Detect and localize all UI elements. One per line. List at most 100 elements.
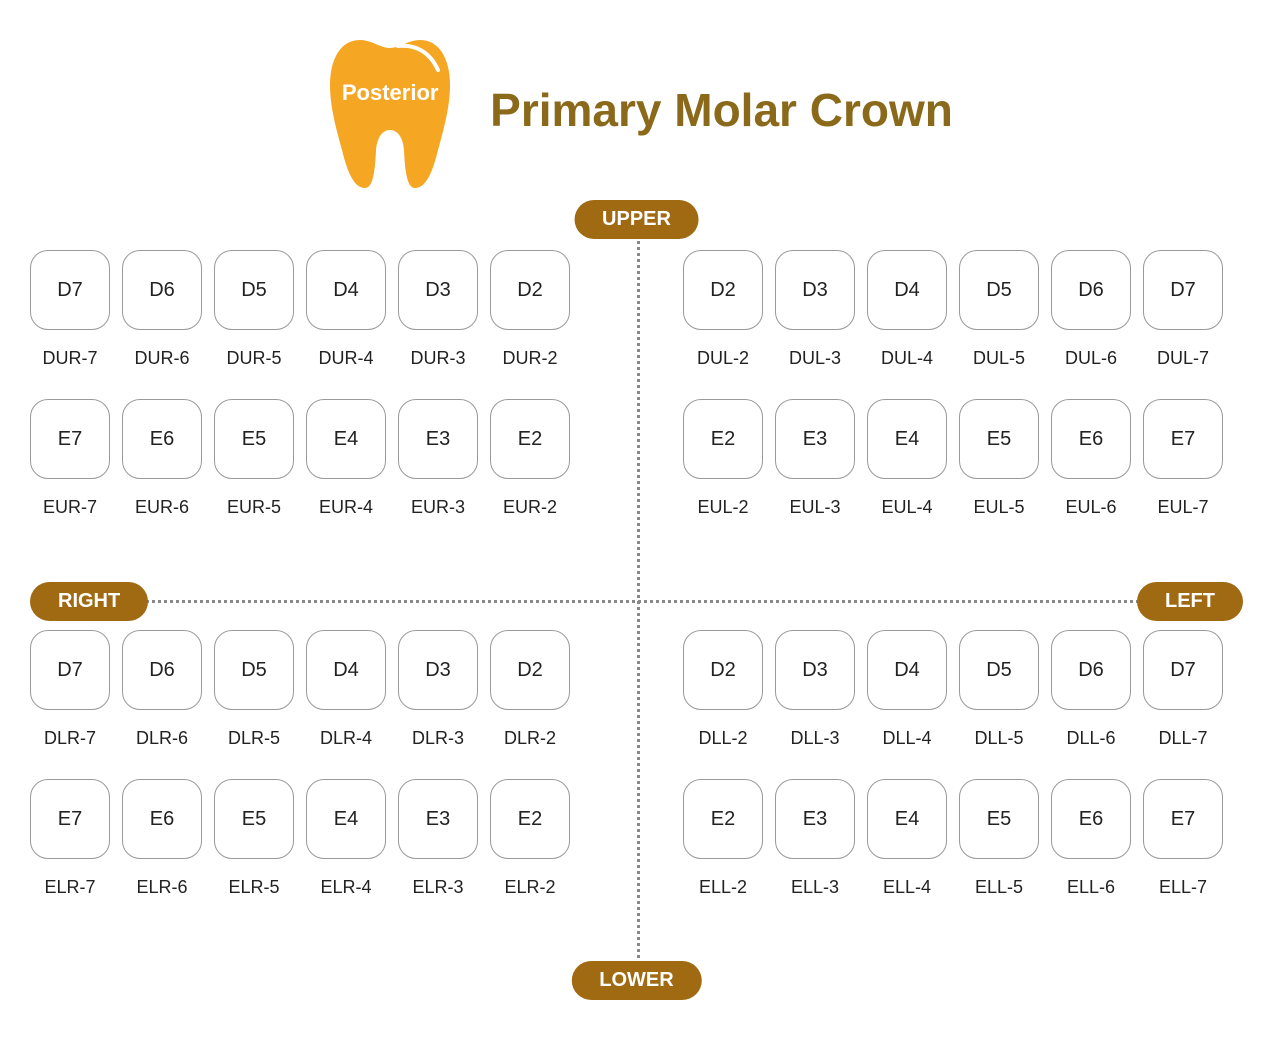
crown-box[interactable]: E2 (683, 399, 763, 479)
crown-box[interactable]: E6 (1051, 399, 1131, 479)
crown-code: ELR-7 (30, 877, 110, 898)
crown-code: ELR-2 (490, 877, 570, 898)
crown-code: DUR-6 (122, 348, 202, 369)
crown-code: EUL-4 (867, 497, 947, 518)
crown-box[interactable]: E5 (214, 779, 294, 859)
crown-code: ELL-4 (867, 877, 947, 898)
crown-box[interactable]: D4 (306, 250, 386, 330)
crown-row: E2E3E4E5E6E7 (683, 779, 1243, 859)
crown-box[interactable]: E4 (867, 399, 947, 479)
crown-code: EUL-7 (1143, 497, 1223, 518)
crown-box[interactable]: D5 (214, 630, 294, 710)
crown-box[interactable]: E5 (214, 399, 294, 479)
crown-code: EUR-2 (490, 497, 570, 518)
crown-box[interactable]: D3 (398, 630, 478, 710)
crown-code-row: EUR-7EUR-6EUR-5EUR-4EUR-3EUR-2 (30, 487, 590, 540)
quadrant-lower-left: D2D3D4D5D6D7DLL-2DLL-3DLL-4DLL-5DLL-6DLL… (683, 630, 1243, 928)
crown-box[interactable]: E7 (1143, 399, 1223, 479)
crown-box[interactable]: D6 (1051, 250, 1131, 330)
crown-box[interactable]: E3 (398, 779, 478, 859)
crown-box[interactable]: E2 (490, 779, 570, 859)
crown-code: ELR-3 (398, 877, 478, 898)
crown-box[interactable]: D3 (775, 250, 855, 330)
crown-box[interactable]: D5 (959, 630, 1039, 710)
crown-code: DLR-4 (306, 728, 386, 749)
crown-code: ELR-4 (306, 877, 386, 898)
crown-box[interactable]: D2 (683, 250, 763, 330)
crown-box[interactable]: E6 (1051, 779, 1131, 859)
crown-code: DLL-4 (867, 728, 947, 749)
crown-code: DUR-7 (30, 348, 110, 369)
crown-box[interactable]: D7 (1143, 250, 1223, 330)
crown-code: DLL-6 (1051, 728, 1131, 749)
quadrant-upper-right: D7D6D5D4D3D2DUR-7DUR-6DUR-5DUR-4DUR-3DUR… (30, 250, 590, 548)
crown-code: DUL-6 (1051, 348, 1131, 369)
crown-box[interactable]: D4 (867, 630, 947, 710)
tooth-badge-label: Posterior (342, 80, 439, 106)
crown-code: DLL-7 (1143, 728, 1223, 749)
crown-code: EUL-3 (775, 497, 855, 518)
crown-box[interactable]: D7 (30, 630, 110, 710)
crown-box[interactable]: D2 (683, 630, 763, 710)
crown-box[interactable]: E4 (867, 779, 947, 859)
crown-box[interactable]: E3 (775, 399, 855, 479)
crown-box[interactable]: D3 (775, 630, 855, 710)
crown-box[interactable]: E6 (122, 779, 202, 859)
crown-box[interactable]: E7 (30, 779, 110, 859)
crown-box[interactable]: D2 (490, 250, 570, 330)
crown-box[interactable]: E4 (306, 779, 386, 859)
crown-box[interactable]: D7 (1143, 630, 1223, 710)
crown-code: ELL-3 (775, 877, 855, 898)
crown-box[interactable]: D3 (398, 250, 478, 330)
crown-box[interactable]: D4 (306, 630, 386, 710)
crown-box[interactable]: E5 (959, 399, 1039, 479)
crown-code-row: ELL-2ELL-3ELL-4ELL-5ELL-6ELL-7 (683, 867, 1243, 920)
crown-code: DLL-3 (775, 728, 855, 749)
crown-code: DUR-4 (306, 348, 386, 369)
crown-chart: UPPER LOWER RIGHT LEFT D7D6D5D4D3D2DUR-7… (30, 200, 1243, 1000)
crown-box[interactable]: E6 (122, 399, 202, 479)
label-left: LEFT (1137, 582, 1243, 621)
crown-box[interactable]: D5 (959, 250, 1039, 330)
crown-row: D7D6D5D4D3D2 (30, 250, 590, 330)
crown-box[interactable]: E2 (683, 779, 763, 859)
crown-box[interactable]: D6 (1051, 630, 1131, 710)
crown-code-row: EUL-2EUL-3EUL-4EUL-5EUL-6EUL-7 (683, 487, 1243, 540)
header: Posterior Primary Molar Crown (0, 0, 1273, 190)
crown-code: DLR-5 (214, 728, 294, 749)
crown-box[interactable]: E2 (490, 399, 570, 479)
crown-code: ELR-6 (122, 877, 202, 898)
label-lower: LOWER (571, 961, 701, 1000)
crown-code-row: DUR-7DUR-6DUR-5DUR-4DUR-3DUR-2 (30, 338, 590, 391)
crown-box[interactable]: E3 (775, 779, 855, 859)
crown-code: ELR-5 (214, 877, 294, 898)
crown-box[interactable]: E7 (1143, 779, 1223, 859)
crown-code: DUR-3 (398, 348, 478, 369)
crown-box[interactable]: E5 (959, 779, 1039, 859)
crown-code: EUR-4 (306, 497, 386, 518)
crown-box[interactable]: D7 (30, 250, 110, 330)
label-right: RIGHT (30, 582, 148, 621)
crown-code: EUL-5 (959, 497, 1039, 518)
divider-horizontal (110, 600, 1163, 603)
crown-box[interactable]: D6 (122, 250, 202, 330)
crown-row: D2D3D4D5D6D7 (683, 630, 1243, 710)
crown-code: EUR-3 (398, 497, 478, 518)
page-title: Primary Molar Crown (490, 83, 953, 137)
crown-code: EUR-5 (214, 497, 294, 518)
crown-box[interactable]: E3 (398, 399, 478, 479)
crown-code-row: DUL-2DUL-3DUL-4DUL-5DUL-6DUL-7 (683, 338, 1243, 391)
crown-code: DLL-2 (683, 728, 763, 749)
crown-box[interactable]: D2 (490, 630, 570, 710)
tooth-icon: Posterior (320, 30, 460, 190)
crown-box[interactable]: D6 (122, 630, 202, 710)
crown-row: E7E6E5E4E3E2 (30, 779, 590, 859)
crown-row: D2D3D4D5D6D7 (683, 250, 1243, 330)
crown-box[interactable]: D5 (214, 250, 294, 330)
crown-box[interactable]: E7 (30, 399, 110, 479)
crown-row: D7D6D5D4D3D2 (30, 630, 590, 710)
crown-box[interactable]: E4 (306, 399, 386, 479)
crown-box[interactable]: D4 (867, 250, 947, 330)
crown-code: DUL-2 (683, 348, 763, 369)
quadrant-upper-left: D2D3D4D5D6D7 DUL-2DUL-3DUL-4DUL-5DUL-6DUL… (683, 250, 1243, 548)
